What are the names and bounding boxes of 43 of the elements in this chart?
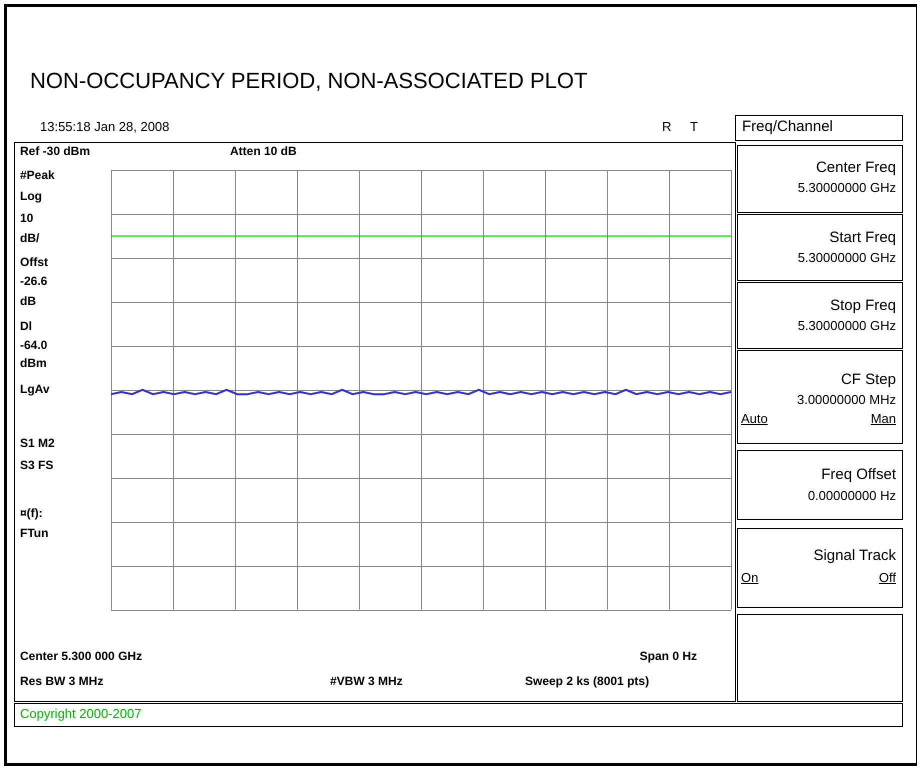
text: Log	[20, 188, 42, 204]
text: LgAv	[20, 381, 50, 397]
text: CF Step	[840, 371, 896, 388]
text: Man	[870, 411, 896, 427]
text: Span 0 Hz	[640, 648, 697, 664]
text: dB	[20, 293, 36, 309]
text: T	[690, 119, 698, 135]
text: R	[662, 119, 672, 135]
text: Ref -30 dBm	[20, 143, 90, 159]
text: Off	[878, 570, 896, 586]
text: 3.00000000 MHz	[796, 392, 896, 408]
text: Start Freq	[829, 229, 896, 246]
text: 0.00000000 Hz	[808, 488, 896, 504]
text: Dl	[20, 318, 32, 334]
text: Signal Track	[813, 547, 896, 564]
text: Sweep 2 ks (8001 pts)	[525, 673, 650, 689]
text: ¤(f):	[20, 505, 43, 521]
text: S3 FS	[20, 457, 54, 473]
text: -64.0	[20, 337, 48, 353]
text: Freq Offset	[821, 466, 896, 483]
text: 10	[20, 210, 34, 226]
text: 5.30000000 GHz	[798, 250, 896, 266]
text: FTun	[20, 525, 48, 541]
text: dB/	[20, 230, 40, 246]
text: Center 5.300 000 GHz	[20, 648, 142, 664]
text: 13:55:18 Jan 28, 2008	[40, 119, 170, 135]
text: Freq/Channel	[742, 118, 833, 135]
text: Stop Freq	[830, 297, 896, 314]
chart-title: NON-OCCUPANCY PERIOD, NON-ASSOCIATED PLOT	[30, 68, 588, 94]
text: #Peak	[20, 167, 55, 183]
text: Offst	[20, 254, 48, 270]
text: Atten 10 dB	[230, 143, 297, 159]
text: -26.6	[20, 273, 48, 289]
text: Res BW 3 MHz	[20, 673, 104, 689]
text: Copyright 2000-2007	[20, 706, 142, 722]
text: On	[741, 570, 758, 586]
text: 5.30000000 GHz	[798, 180, 896, 196]
text: S1 M2	[20, 435, 55, 451]
text: Center Freq	[816, 159, 896, 176]
text: 5.30000000 GHz	[798, 318, 896, 334]
text: Auto	[741, 411, 768, 427]
text: #VBW 3 MHz	[330, 673, 403, 689]
text: dBm	[20, 355, 47, 371]
